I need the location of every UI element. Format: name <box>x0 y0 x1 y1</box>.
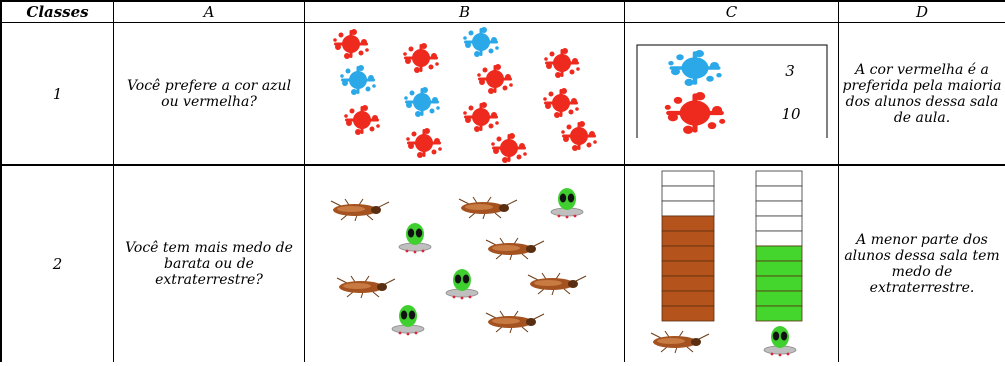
row2-image-field <box>305 166 624 362</box>
col-divider-c <box>624 0 625 362</box>
header-divider <box>0 22 1005 23</box>
bar-segment <box>661 170 715 187</box>
bar-barata-icon <box>650 330 710 354</box>
cockroaches-aliens-image <box>330 187 587 336</box>
row1-number: 1 <box>52 84 63 103</box>
bar-segment <box>755 200 803 217</box>
row1-tally-chart: 3 10 <box>625 23 838 164</box>
bar-segment <box>661 260 715 277</box>
bar-segment <box>755 185 803 202</box>
bar-segment <box>661 200 715 217</box>
tally-frame <box>636 44 828 138</box>
header-col-b: B <box>458 3 471 21</box>
red-count: 10 <box>781 105 801 123</box>
segmented-bars <box>650 170 803 357</box>
bar-segment <box>755 290 803 307</box>
header-col-c: C <box>725 3 738 21</box>
header-classes: Classes <box>26 3 89 21</box>
table-border-top <box>0 0 1005 2</box>
col-divider-b <box>304 0 305 362</box>
bar-segment <box>755 275 803 292</box>
bar-segment <box>755 230 803 247</box>
row2-conclusion: A menor parte dos alunos dessa sala tem … <box>844 232 1000 296</box>
bar-segment <box>661 305 715 322</box>
red-splat-icon <box>664 92 726 134</box>
bar-extraterrestre <box>755 170 803 322</box>
bar-segment <box>755 260 803 277</box>
bar-extraterrestre-icon <box>763 325 797 357</box>
row1-question: Você prefere a cor azul ou vermelha? <box>126 77 292 110</box>
bar-segment <box>661 245 715 262</box>
bar-barata <box>661 170 715 322</box>
bar-segment <box>661 230 715 247</box>
bar-segment <box>661 275 715 292</box>
row2-bar-chart <box>625 166 838 362</box>
row1-conclusion: A cor vermelha é a preferida pela maiori… <box>842 61 1002 126</box>
blue-splat-icon <box>668 50 722 86</box>
red-splats <box>333 29 597 163</box>
col-divider-a <box>113 0 114 362</box>
bar-segment <box>661 215 715 232</box>
row2-number: 2 <box>52 255 63 273</box>
row-divider <box>0 164 1005 166</box>
bar-segment <box>755 245 803 262</box>
bar-segment <box>755 170 803 187</box>
bar-segment <box>661 290 715 307</box>
header-col-d: D <box>915 3 929 21</box>
header-col-a: A <box>203 3 215 21</box>
blue-count: 3 <box>785 62 795 80</box>
bar-segment <box>755 215 803 232</box>
row1-splat-field <box>305 23 624 164</box>
table-border-left <box>0 0 2 362</box>
cockroaches <box>330 196 587 334</box>
bar-segment <box>755 305 803 322</box>
bar-segment <box>661 185 715 202</box>
row2-question: Você tem mais medo de barata ou de extra… <box>125 240 293 288</box>
paint-splats-image <box>333 27 597 163</box>
col-divider-d <box>838 0 839 362</box>
